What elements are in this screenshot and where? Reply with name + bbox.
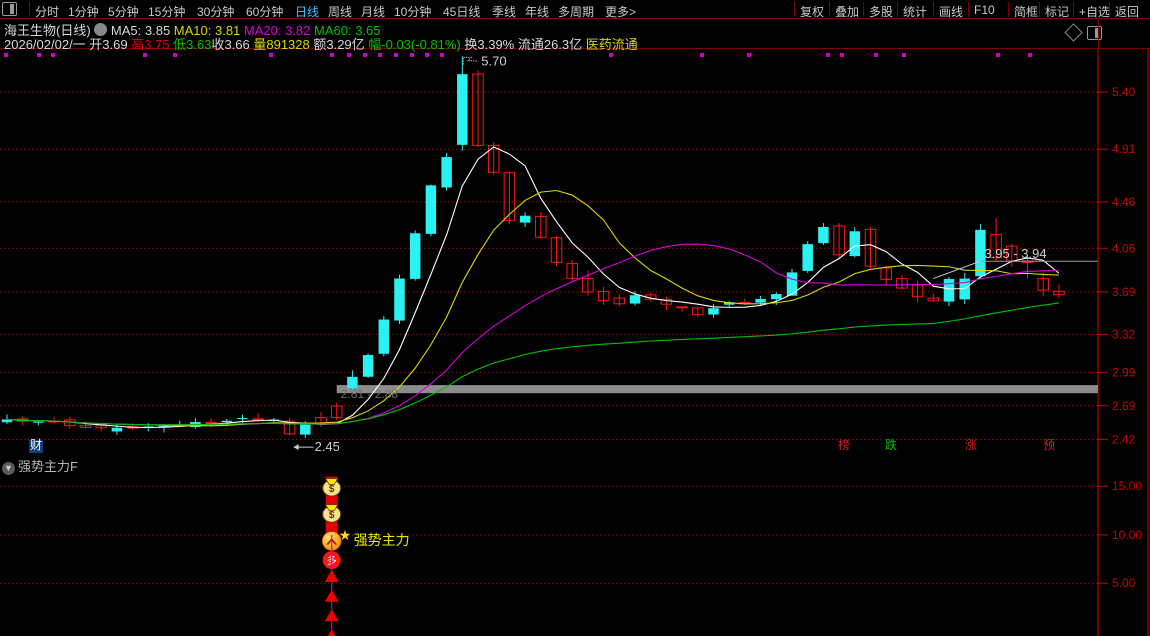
svg-text:4.06: 4.06 xyxy=(1112,241,1136,255)
svg-text:15.00: 15.00 xyxy=(1112,479,1142,493)
svg-text:2.81 - 2.88: 2.81 - 2.88 xyxy=(341,387,399,401)
svg-text:$: $ xyxy=(329,510,335,521)
svg-text:预: 预 xyxy=(1043,438,1055,452)
svg-text:财: 财 xyxy=(30,438,42,452)
svg-text:跌: 跌 xyxy=(885,437,897,452)
svg-text:2.45: 2.45 xyxy=(315,439,340,454)
svg-text:$: $ xyxy=(329,484,335,495)
svg-text:★: ★ xyxy=(339,527,352,543)
svg-text:强势主力: 强势主力 xyxy=(354,532,410,548)
svg-text:10.00: 10.00 xyxy=(1112,528,1142,542)
svg-text:3.69: 3.69 xyxy=(1112,285,1136,299)
svg-text:2.42: 2.42 xyxy=(1112,432,1136,446)
svg-text:2.69: 2.69 xyxy=(1112,399,1136,413)
svg-text:榜: 榜 xyxy=(838,437,850,452)
svg-text:3.95 - 3.94: 3.95 - 3.94 xyxy=(984,246,1046,261)
svg-text:2.99: 2.99 xyxy=(1112,365,1136,379)
svg-text:5.40: 5.40 xyxy=(1112,85,1136,99)
svg-text:4.46: 4.46 xyxy=(1112,195,1136,209)
svg-text:5.70: 5.70 xyxy=(481,53,506,68)
svg-text:涨: 涨 xyxy=(965,437,977,452)
svg-text:5.00: 5.00 xyxy=(1112,576,1136,590)
svg-text:4.91: 4.91 xyxy=(1112,142,1136,156)
svg-text:3.32: 3.32 xyxy=(1112,327,1136,341)
